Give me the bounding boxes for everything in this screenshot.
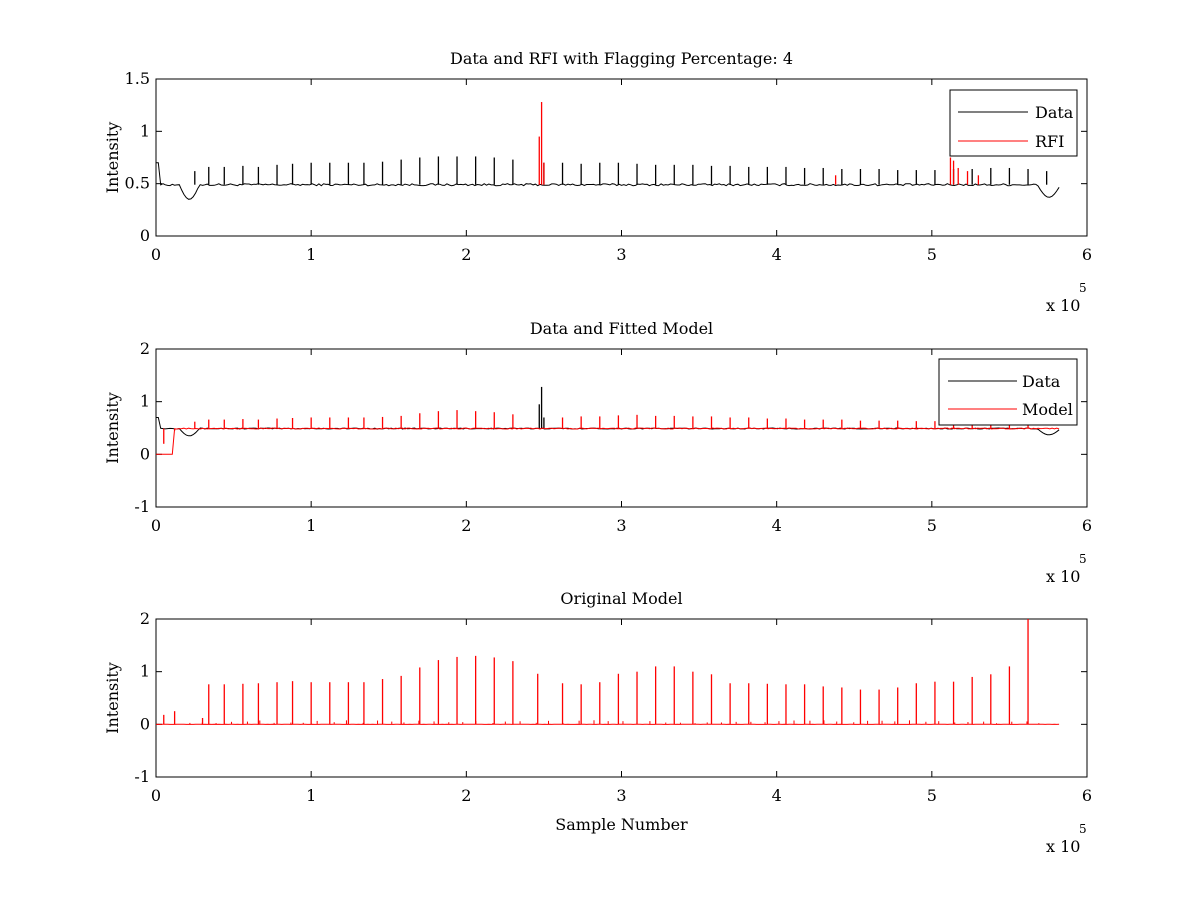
series-group <box>156 102 1060 200</box>
x-tick-label: 1 <box>306 786 316 805</box>
x-tick-label: 5 <box>927 786 937 805</box>
y-tick-label: 1 <box>140 662 150 681</box>
legend-box <box>949 89 1078 157</box>
y-tick-label: 0.5 <box>125 174 150 193</box>
plot-area <box>155 78 1088 237</box>
x-axis-label: Sample Number <box>555 815 688 834</box>
legend-label: Model <box>1022 400 1073 419</box>
plot-area <box>155 618 1088 778</box>
x-tick-label: 2 <box>461 786 471 805</box>
x-tick-label: 0 <box>151 245 161 264</box>
chart-title: Original Model <box>560 589 682 608</box>
x-multiplier-exponent: 5 <box>1079 822 1087 836</box>
x-tick-label: 5 <box>927 245 937 264</box>
y-tick-label: -1 <box>134 767 150 786</box>
x-tick-label: 1 <box>306 516 316 535</box>
x-tick-label: 4 <box>772 245 782 264</box>
x-multiplier-exponent: 5 <box>1079 552 1087 566</box>
series-line-1 <box>156 427 1060 455</box>
x-tick-label: 1 <box>306 245 316 264</box>
x-tick-label: 6 <box>1082 786 1092 805</box>
x-tick-label: 3 <box>616 516 626 535</box>
y-tick-label: 0 <box>140 444 150 463</box>
legend-label: RFI <box>1035 132 1064 151</box>
legend: Data Model <box>938 358 1078 426</box>
x-tick-label: 3 <box>616 245 626 264</box>
x-multiplier-base: x 10 <box>1046 567 1080 586</box>
series-line-0 <box>156 162 1060 200</box>
chart-title: Data and Fitted Model <box>530 319 713 338</box>
x-tick-label: 6 <box>1082 516 1092 535</box>
legend-box <box>938 358 1078 426</box>
x-tick-label: 6 <box>1082 245 1092 264</box>
y-axis-label: Intensity <box>103 122 122 194</box>
x-tick-label: 0 <box>151 786 161 805</box>
x-multiplier-exponent: 5 <box>1079 281 1087 295</box>
x-tick-label: 4 <box>772 786 782 805</box>
y-tick-label: 1.5 <box>125 69 150 88</box>
y-tick-label: 1 <box>140 392 150 411</box>
y-axis-label: Intensity <box>103 392 122 464</box>
panel-1: Data and RFI with Flagging Percentage: 4… <box>103 49 1092 315</box>
legend: Data RFI <box>949 89 1078 157</box>
legend-label: Data <box>1035 103 1074 122</box>
legend-label: Data <box>1022 372 1061 391</box>
x-tick-label: 2 <box>461 245 471 264</box>
x-tick-label: 5 <box>927 516 937 535</box>
x-multiplier-base: x 10 <box>1046 837 1080 856</box>
y-tick-label: 2 <box>140 339 150 358</box>
y-tick-label: 0 <box>140 226 150 245</box>
x-multiplier-base: x 10 <box>1046 296 1080 315</box>
x-tick-label: 4 <box>772 516 782 535</box>
y-tick-label: 2 <box>140 609 150 628</box>
x-tick-label: 3 <box>616 786 626 805</box>
y-tick-label: 0 <box>140 714 150 733</box>
x-tick-label: 2 <box>461 516 471 535</box>
y-axis-label: Intensity <box>103 662 122 734</box>
series-group <box>156 619 1060 725</box>
y-tick-label: 1 <box>140 121 150 140</box>
panel-3: Original Model Intensity Sample Number 0 1 2 3… <box>103 589 1092 856</box>
chart-title: Data and RFI with Flagging Percentage: 4 <box>450 49 793 68</box>
x-tick-label: 0 <box>151 516 161 535</box>
series-group <box>156 386 1060 455</box>
y-tick-label: -1 <box>134 497 150 516</box>
